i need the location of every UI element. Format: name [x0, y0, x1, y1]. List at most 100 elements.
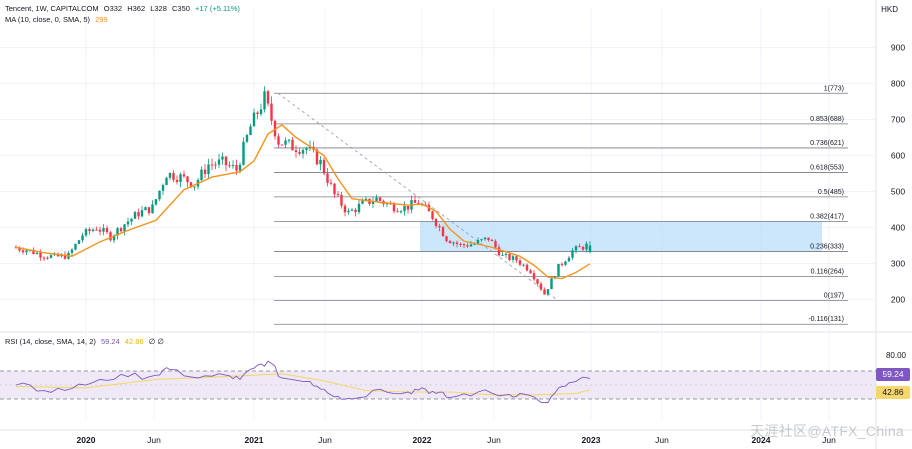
candle-down: [235, 165, 238, 171]
currency-label: HKD: [881, 5, 898, 14]
candle-down: [406, 206, 410, 210]
candle-up: [564, 261, 567, 265]
time-tick-label: Jun: [487, 435, 501, 445]
fib-level-label: 0(197): [824, 292, 844, 299]
candle-up: [133, 212, 137, 219]
candle-down: [578, 246, 581, 248]
candle-down: [119, 228, 123, 232]
candle-down: [294, 150, 298, 152]
candle-up: [207, 164, 210, 175]
rsi-label: RSI (14, close, SMA, 14, 2): [5, 337, 96, 346]
candle-up: [574, 246, 578, 251]
candle-down: [182, 174, 186, 177]
symbol-title: Tencent, 1W, CAPITALCOM: [5, 4, 99, 13]
candle-up: [112, 235, 116, 241]
candle-up: [546, 289, 550, 295]
candle-up: [399, 211, 403, 213]
candle-down: [46, 257, 49, 259]
candle-down: [354, 209, 357, 213]
candle-up: [140, 210, 144, 217]
rsi-ma-line: [15, 373, 591, 396]
candle-up: [361, 200, 364, 204]
candle-down: [497, 247, 501, 256]
candle-down: [95, 229, 98, 231]
ma-legend[interactable]: MA (10, close, 0, SMA, 5) 299: [5, 15, 111, 24]
candle-up: [385, 203, 389, 205]
candle-down: [326, 173, 329, 183]
open-value: O332: [103, 4, 123, 13]
candle-down: [462, 244, 466, 246]
price-tick-label: 800: [891, 79, 905, 89]
candle-up: [287, 139, 291, 141]
candle-down: [98, 229, 102, 232]
candle-up: [242, 141, 245, 165]
rsi-ma-badge: 42.86: [876, 386, 910, 399]
candle-up: [305, 148, 308, 150]
candle-down: [343, 205, 347, 213]
candle-down: [175, 179, 179, 182]
candle-up: [81, 235, 84, 241]
candle-up: [168, 172, 172, 178]
candle-down: [270, 103, 273, 121]
time-tick-label: 2023: [582, 435, 601, 445]
ma-line: [15, 124, 591, 280]
rsi-ma-value: 42.86: [124, 337, 144, 346]
candle-up: [567, 257, 571, 262]
rsi-line: [15, 360, 591, 403]
price-tick-label: 300: [891, 258, 905, 268]
candle-up: [102, 228, 105, 232]
candle-down: [280, 144, 284, 146]
candle-down: [298, 151, 301, 154]
candle-down: [210, 164, 214, 166]
candle-up: [25, 250, 28, 253]
trend-line: [277, 92, 559, 301]
candle-up: [77, 240, 81, 244]
candle-down: [490, 239, 494, 242]
time-tick-label: 2024: [752, 435, 771, 445]
candle-up: [151, 204, 154, 214]
candle-up: [217, 159, 221, 165]
candle-down: [186, 176, 189, 183]
candle-down: [137, 212, 140, 217]
candle-up: [91, 229, 95, 232]
candle-up: [473, 243, 476, 245]
candle-up: [231, 165, 235, 167]
candle-up: [588, 245, 592, 252]
price-tick-label: 600: [891, 151, 905, 161]
candle-up: [249, 126, 252, 136]
candle-down: [560, 263, 564, 265]
candle-down: [455, 242, 459, 244]
candle-down: [291, 139, 294, 151]
candle-down: [518, 260, 522, 265]
fib-level-label: 0.853(688): [810, 116, 844, 123]
candle-down: [424, 204, 427, 206]
candle-up: [511, 256, 515, 260]
price-tick-label: 400: [891, 222, 905, 232]
candle-down: [431, 211, 434, 220]
candles-layer: [14, 86, 592, 297]
fib-level-label: -0.116(131): [808, 316, 844, 323]
candle-down: [532, 273, 536, 280]
candle-up: [84, 229, 88, 236]
candle-down: [224, 156, 228, 166]
candle-down: [529, 270, 532, 274]
candle-down: [392, 204, 396, 212]
candle-down: [266, 91, 270, 104]
candle-up: [357, 203, 361, 213]
fib-level-label: 0.736(621): [810, 140, 844, 147]
candle-up: [364, 198, 368, 201]
candle-up: [154, 199, 158, 205]
candle-up: [200, 169, 203, 181]
rsi-legend[interactable]: RSI (14, close, SMA, 14, 2) 59.24 42.86 …: [5, 337, 167, 346]
time-tick-label: 2021: [245, 435, 264, 445]
candle-down: [172, 172, 175, 180]
candle-up: [571, 250, 574, 258]
price-tick-label: 200: [891, 294, 905, 304]
candle-down: [228, 165, 231, 167]
candle-down: [459, 243, 462, 245]
candle-up: [35, 252, 39, 255]
time-tick-label: 2022: [413, 435, 432, 445]
candle-up: [403, 206, 406, 212]
candle-up: [301, 149, 305, 154]
